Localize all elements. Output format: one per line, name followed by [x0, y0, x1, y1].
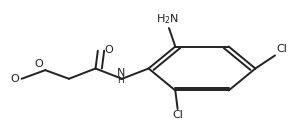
Text: O: O [34, 59, 43, 69]
Text: Cl: Cl [276, 44, 287, 54]
Text: H$_2$N: H$_2$N [156, 12, 179, 26]
Text: H: H [117, 76, 124, 85]
Text: N: N [116, 68, 125, 78]
Text: O: O [104, 45, 113, 55]
Text: O: O [10, 75, 19, 84]
Text: Cl: Cl [172, 110, 183, 120]
